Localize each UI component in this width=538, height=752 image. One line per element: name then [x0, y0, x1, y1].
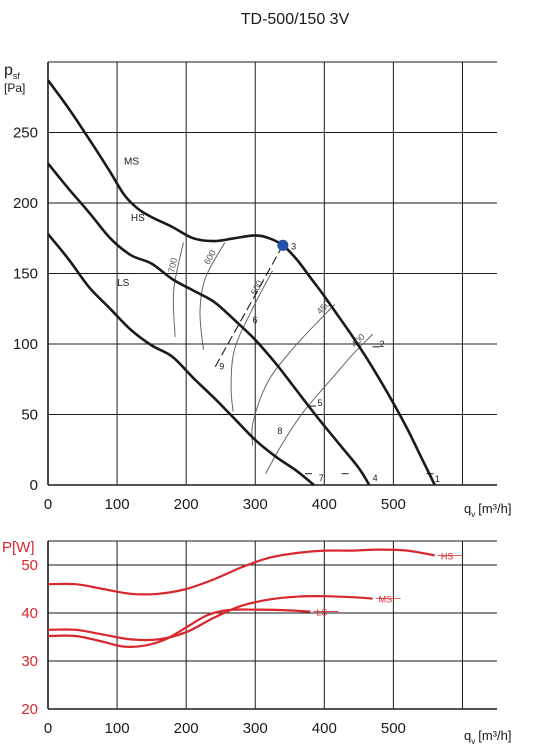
power-curve-ms: [47, 595, 373, 642]
power-axis-label: P[W]: [2, 539, 35, 556]
point-label: 8: [277, 426, 282, 436]
iso-line-400: [265, 333, 374, 474]
pressure-y-tick-label: 0: [30, 477, 38, 494]
power-chart: 0 100 200 300 400 500 20 30 40 50 HS MS LS: [21, 540, 497, 737]
pressure-curve-ls: [47, 233, 315, 486]
power-curve-hs: [47, 548, 435, 596]
power-y-tick-label: 30: [21, 653, 38, 670]
power-y-tick-label: 50: [21, 557, 38, 574]
iso-label: 600: [202, 248, 218, 266]
flow-axis-subscript-bottom: v: [471, 737, 475, 746]
point-label: 7: [319, 473, 324, 483]
pressure-x-tick-label: 100: [105, 496, 130, 513]
point-label: 9: [219, 361, 224, 371]
flow-axis-unit-bottom: [m³/h]: [478, 728, 511, 743]
power-curve-ls: [47, 608, 311, 648]
point-label: 4: [373, 473, 378, 483]
flow-axis-unit-top: [m³/h]: [478, 501, 511, 516]
flow-axis-symbol-bottom: q: [464, 728, 471, 743]
operating-point-marker: [277, 239, 289, 251]
iso-line-700: [172, 242, 184, 338]
flow-axis-label-bottom: qv [m³/h]: [464, 728, 511, 746]
chart-title: TD-500/150 3V: [241, 11, 350, 28]
iso-label: 700: [166, 257, 179, 274]
pressure-x-tick-label: 200: [174, 496, 199, 513]
power-x-tick-label: 200: [174, 720, 199, 737]
pressure-y-tick-label: 50: [21, 407, 38, 424]
power-gridlines: [47, 540, 497, 710]
pressure-y-tick-label: 100: [13, 336, 38, 353]
pressure-axis-unit: [Pa]: [4, 81, 25, 95]
flow-axis-symbol-top: q: [464, 501, 471, 516]
power-curve-label-ls: LS: [316, 608, 327, 618]
power-y-tick-label: 40: [21, 605, 38, 622]
pressure-x-tick-label: 300: [243, 496, 268, 513]
pressure-axis-label: psf: [4, 62, 20, 81]
power-x-tick-label: 0: [44, 720, 52, 737]
point-label: 5: [317, 398, 322, 408]
point-label: 1: [435, 474, 440, 484]
curve-label-ls: LS: [117, 278, 130, 289]
power-x-tick-label: 100: [105, 720, 130, 737]
pressure-x-tick-label: 500: [381, 496, 406, 513]
pressure-curve-hs: [46, 79, 436, 486]
flow-axis-label-top: qv [m³/h]: [464, 501, 511, 519]
power-curve-label-hs: HS: [441, 551, 454, 561]
flow-axis-subscript-top: v: [471, 510, 475, 519]
pressure-curve-ms: [46, 162, 371, 486]
operating-dashed-line: [213, 245, 284, 370]
iso-label: 450: [315, 299, 333, 317]
point-label: 3: [291, 242, 296, 252]
pressure-y-tick-label: 150: [13, 266, 38, 283]
iso-line-450: [251, 304, 336, 446]
point-label: 2: [380, 339, 385, 349]
curve-label-hs: HS: [131, 213, 145, 224]
pressure-y-tick-label: 200: [13, 195, 38, 212]
pressure-gridlines: [47, 61, 497, 486]
pressure-y-tick-label: 250: [13, 125, 38, 142]
iso-line-500: [230, 270, 273, 412]
pressure-x-tick-label: 400: [312, 496, 337, 513]
pressure-axis-subscript: sf: [13, 71, 21, 81]
power-x-tick-label: 400: [312, 720, 337, 737]
power-x-tick-label: 300: [243, 720, 268, 737]
power-y-tick-label: 20: [21, 701, 38, 718]
pressure-axis-symbol: p: [4, 62, 13, 79]
pressure-x-tick-label: 0: [44, 496, 52, 513]
curve-label-ms: MS: [124, 157, 139, 168]
power-x-tick-label: 500: [381, 720, 406, 737]
point-label: 6: [252, 315, 257, 325]
power-curve-label-ms: MS: [379, 595, 393, 605]
